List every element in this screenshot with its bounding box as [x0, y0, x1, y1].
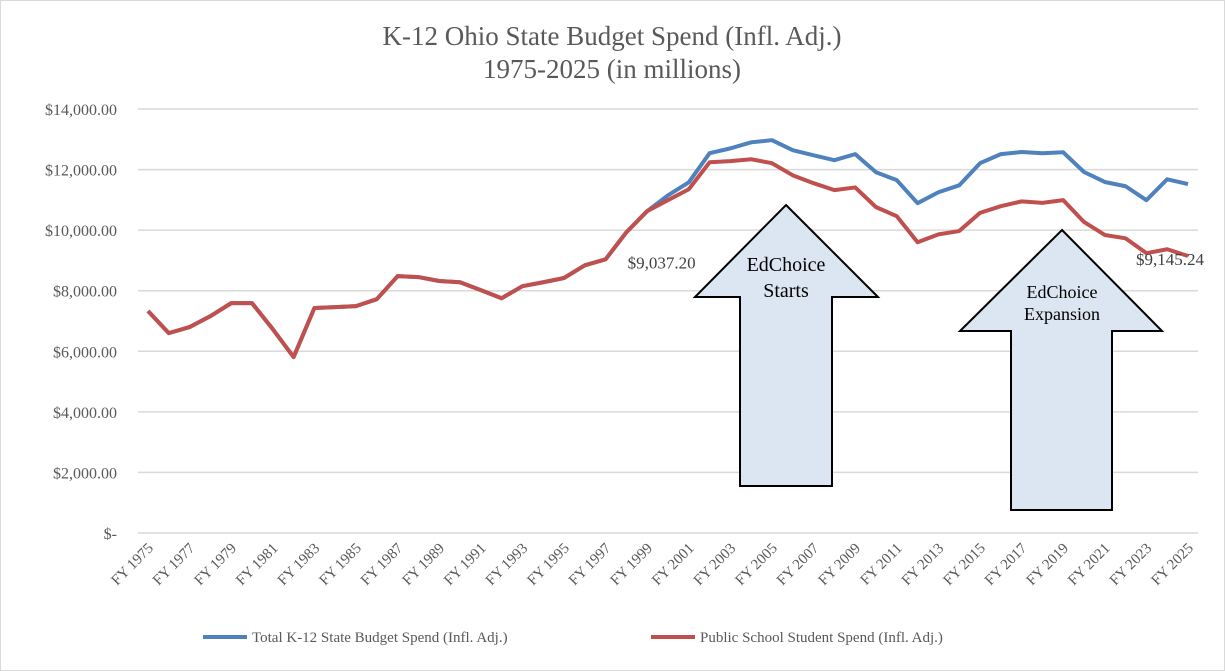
chart-title-line2: 1975-2025 (in millions)	[483, 54, 741, 84]
x-tick-label: FY 2001	[649, 541, 697, 589]
x-tick-label: FY 2023	[1107, 541, 1155, 589]
annotation-text: Starts	[763, 280, 809, 302]
annotation-text: EdChoice	[747, 254, 826, 276]
series-line-public-school	[146, 157, 1189, 360]
legend-label: Public School Student Spend (Infl. Adj.)	[700, 630, 943, 646]
x-tick-label: FY 2015	[940, 541, 988, 589]
data-label: $9,037.20	[628, 253, 696, 272]
x-tick-label: FY 2005	[732, 541, 780, 589]
y-tick-label: $-	[104, 526, 117, 543]
up-arrow-shape	[957, 228, 1165, 511]
annotation-arrow: EdChoice Starts	[692, 203, 881, 487]
y-tick-label: $6,000.00	[53, 344, 117, 361]
y-tick-label: $10,000.00	[45, 223, 117, 240]
y-tick-label: $2,000.00	[53, 465, 117, 482]
x-tick-label: FY 1983	[275, 541, 323, 589]
x-tick-label: FY 2013	[899, 541, 947, 589]
y-tick-label: $14,000.00	[45, 102, 117, 119]
legend-label: Total K-12 State Budget Spend (Infl. Adj…	[252, 630, 508, 646]
y-tick-label: $4,000.00	[53, 405, 117, 422]
x-tick-label: FY 1977	[150, 540, 199, 589]
x-tick-label: FY 1993	[483, 541, 531, 589]
x-tick-label: FY 1975	[108, 541, 156, 589]
x-tick-label: FY 1997	[566, 540, 615, 589]
x-tick-label: FY 2007	[774, 540, 823, 589]
x-tick-label: FY 2009	[816, 541, 864, 589]
x-tick-label: FY 1979	[192, 541, 240, 589]
x-tick-label: FY 2021	[1065, 541, 1113, 589]
chart-title-line1: K-12 Ohio State Budget Spend (Infl. Adj.…	[383, 21, 842, 51]
x-tick-label: FY 2003	[691, 541, 739, 589]
annotation-text: Expansion	[1024, 304, 1100, 324]
y-tick-label: $12,000.00	[45, 163, 117, 180]
legend-item: Total K-12 State Budget Spend (Infl. Adj…	[203, 630, 508, 646]
x-tick-label: FY 1981	[233, 541, 281, 589]
x-tick-label: FY 2011	[858, 541, 906, 589]
x-tick-label: FY 2025	[1148, 541, 1196, 589]
annotation-text: EdChoice	[1027, 282, 1098, 302]
data-label: $9,145.24	[1136, 250, 1205, 269]
x-tick-label: FY 1989	[400, 541, 448, 589]
x-tick-label: FY 2017	[982, 540, 1031, 589]
x-tick-label: FY 1999	[608, 541, 656, 589]
y-tick-label: $8,000.00	[53, 284, 117, 301]
x-tick-label: FY 1995	[524, 541, 572, 589]
x-tick-label: FY 1991	[441, 541, 489, 589]
x-tick-label: FY 2019	[1024, 541, 1072, 589]
x-tick-label: FY 1985	[316, 541, 364, 589]
x-tick-label: FY 1987	[358, 540, 407, 589]
legend-item: Public School Student Spend (Infl. Adj.)	[651, 630, 943, 646]
up-arrow-shape	[692, 203, 881, 487]
